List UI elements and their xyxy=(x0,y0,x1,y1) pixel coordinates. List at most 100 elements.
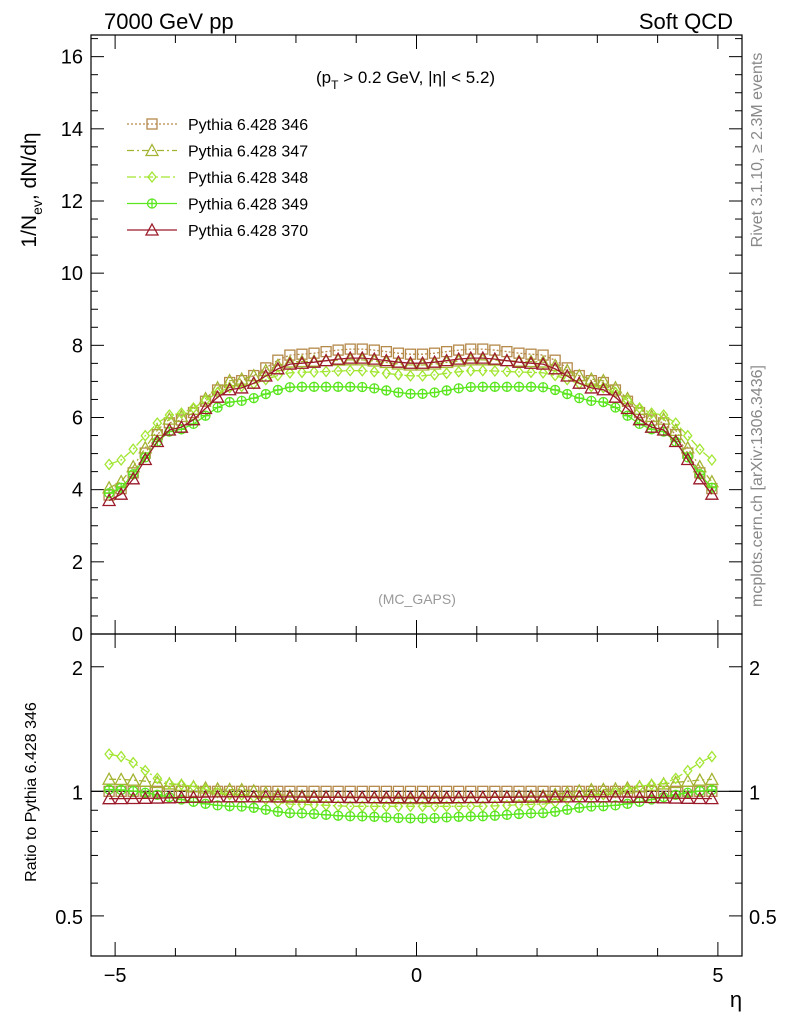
ratio-series-0-point-33 xyxy=(501,785,513,797)
main-series-4-point-1 xyxy=(114,486,129,500)
ratio-series-3-point-32 xyxy=(489,810,501,821)
main-series-3-point-40 xyxy=(586,395,597,407)
main-series-3-point-15 xyxy=(284,382,296,393)
main-series-4-point-38 xyxy=(560,368,575,382)
main-series-4-point-24 xyxy=(391,354,406,368)
main-series-4-point-47 xyxy=(668,434,683,448)
main-series-2-point-20 xyxy=(345,364,356,377)
main-series-3-point-31 xyxy=(477,381,488,392)
main-series-3-point-8-cross xyxy=(200,410,211,421)
rivet-label: Rivet 3.1.10, ≥ 2.3M events xyxy=(749,53,766,248)
main-series-3-point-24 xyxy=(393,387,404,398)
main-series-4-point-31 xyxy=(475,350,490,364)
ratio-series-0-point-32 xyxy=(489,785,501,797)
main-y-label-sub: ev xyxy=(29,200,45,215)
ratio-series-4-point-23 xyxy=(379,790,394,804)
main-series-3-point-38 xyxy=(562,388,573,400)
main-x-ticks xyxy=(114,35,719,634)
ratio-series-4-point-26 xyxy=(415,790,430,804)
main-y-tick-label: 6 xyxy=(72,407,83,429)
ratio-series-4-point-21 xyxy=(355,790,370,804)
ratio-series-1-point-48 xyxy=(680,773,695,787)
ratio-series-3-point-30 xyxy=(465,811,476,822)
main-y-tick-label: 12 xyxy=(61,191,83,213)
main-series-2-point-0 xyxy=(104,458,114,471)
ratio-series-3-point-41 xyxy=(598,801,609,812)
ratio-series-3-point-28 xyxy=(441,812,452,823)
ratio-series-0-point-21 xyxy=(356,785,368,797)
cut-label-sub: T xyxy=(331,78,339,92)
ratio-series-3-point-29-cross xyxy=(453,811,464,822)
main-series-3-point-16-cross xyxy=(296,381,307,392)
ratio-series-4-point-38 xyxy=(560,789,575,803)
ratio-series-3-point-12 xyxy=(248,802,259,813)
main-series-2-point-28 xyxy=(441,367,452,380)
legend-label-4: Pythia 6.428 370 xyxy=(188,223,308,240)
main-series-3-point-20-cross xyxy=(345,381,356,392)
ratio-series-0-point-30 xyxy=(465,785,477,797)
main-series-3-point-7-cross xyxy=(188,418,199,429)
ratio-series-0-point-20 xyxy=(344,785,356,797)
main-series-3-point-17 xyxy=(308,381,320,392)
ratio-series-3-point-27-cross xyxy=(429,812,440,823)
main-series-2-point-29 xyxy=(453,365,464,378)
ratio-series-3-point-18-cross xyxy=(321,809,332,820)
ratio-series-3-point-16-cross xyxy=(296,808,307,819)
main-series-2-point-19 xyxy=(333,364,343,378)
main-series-4-point-14 xyxy=(270,361,285,375)
main-series-3-point-18-cross xyxy=(321,381,332,392)
ratio-y-label: Ratio to Pythia 6.428 346 xyxy=(23,702,40,882)
ratio-y-tick-label-right: 2 xyxy=(749,658,760,680)
legend-marker-1 xyxy=(144,143,160,157)
main-series-4-point-44 xyxy=(632,412,647,426)
ratio-series-3-point-38 xyxy=(562,804,573,815)
main-series-2-point-47 xyxy=(670,417,681,430)
main-series-3-point-27-cross xyxy=(429,387,440,398)
main-series-line-2 xyxy=(108,369,713,466)
ratio-series-3-point-23-cross xyxy=(381,812,392,823)
main-series-3-point-24-cross xyxy=(393,387,404,398)
ratio-series-1-point-13 xyxy=(258,785,273,799)
main-series-4-point-16 xyxy=(294,355,310,369)
main-series-2-point-46 xyxy=(658,409,669,422)
main-series-0-point-35 xyxy=(525,348,537,360)
ratio-series-4-point-27 xyxy=(427,790,442,804)
main-series-4-point-20 xyxy=(343,350,358,364)
main-series-2-point-34 xyxy=(514,365,524,379)
ratio-series-3-point-33-cross xyxy=(501,809,512,820)
ratio-series-4-point-6 xyxy=(174,790,189,804)
main-y-tick-label: 14 xyxy=(61,119,83,141)
main-series-3-point-30 xyxy=(465,381,476,393)
ratio-series-2-point-42 xyxy=(610,786,621,799)
ratio-series-3-point-49 xyxy=(694,785,705,797)
main-series-2-point-26 xyxy=(417,369,428,382)
ratio-series-2-point-49 xyxy=(694,756,705,769)
main-series-3-point-10 xyxy=(224,396,235,408)
ratio-series xyxy=(91,748,742,824)
ratio-series-3-point-17 xyxy=(308,808,320,820)
main-series-4-point-2 xyxy=(126,471,141,485)
main-series-4-point-25 xyxy=(403,355,418,369)
main-series-3-point-36-cross xyxy=(538,382,549,393)
main-series-4-point-33 xyxy=(499,353,515,367)
ratio-series-2-point-25 xyxy=(405,800,416,813)
ratio-series-3-point-24-cross xyxy=(393,812,404,823)
main-series-4-point-8 xyxy=(198,401,213,415)
ratio-y-tick-label-left: 0.5 xyxy=(55,907,83,929)
ratio-series-4-point-29 xyxy=(451,790,466,804)
ratio-series-4-point-39 xyxy=(572,789,587,803)
ratio-series-4-point-12 xyxy=(246,789,261,803)
ratio-series-0-point-36 xyxy=(537,785,549,797)
main-series-1-point-39 xyxy=(572,368,587,382)
main-y-tick-label: 2 xyxy=(72,552,83,574)
main-series-4-point-39 xyxy=(572,375,587,389)
ratio-series-4-point-24 xyxy=(391,790,406,804)
main-series-3-point-39 xyxy=(574,392,585,404)
main-series-1-point-42 xyxy=(608,380,623,394)
ratio-series-4-point-25 xyxy=(403,790,418,804)
ratio-series-3-point-14-cross xyxy=(272,806,283,817)
ratio-series-4-point-3 xyxy=(138,790,153,804)
main-series-3-point-23-cross xyxy=(381,385,392,396)
main-series-4-point-26 xyxy=(415,355,430,369)
ratio-series-3-point-20 xyxy=(345,811,356,822)
